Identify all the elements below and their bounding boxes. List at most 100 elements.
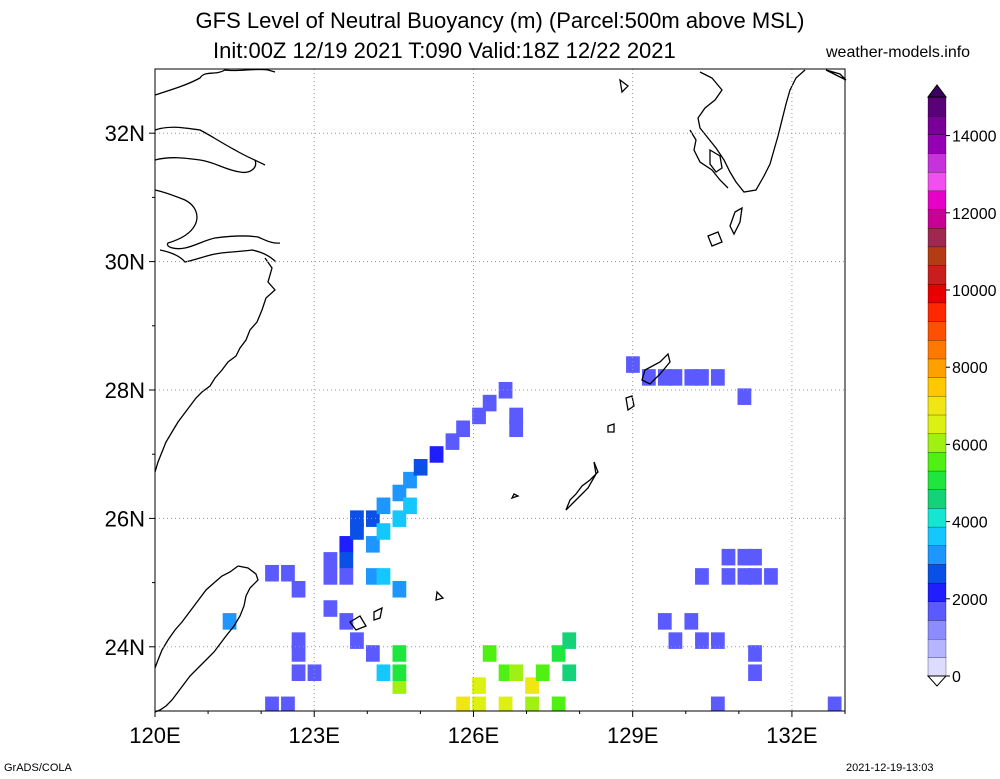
field-cell <box>472 407 486 425</box>
lon-tick-label: 129E <box>607 723 658 748</box>
colorbar-swatch <box>927 470 947 490</box>
lat-tick-label: 24N <box>105 635 145 660</box>
chart-subtitle: Init:00Z 12/19 2021 T:090 Valid:18Z 12/2… <box>213 38 676 63</box>
site-credit: weather-models.info <box>826 44 971 61</box>
colorbar-label: 6000 <box>952 437 988 454</box>
colorbar-swatch <box>927 208 947 229</box>
field-cell <box>710 632 725 649</box>
field-cell <box>350 632 364 649</box>
field-cell <box>291 664 306 682</box>
field-cell <box>403 497 417 515</box>
colorbar-swatch <box>927 358 947 378</box>
field-cell <box>376 497 391 515</box>
lat-tick-label: 32N <box>105 121 145 146</box>
field-cell <box>365 510 380 527</box>
field-cell <box>668 369 683 386</box>
field-cell <box>350 523 364 540</box>
colorbar-label: 12000 <box>952 206 997 223</box>
colorbar-swatch <box>927 507 947 528</box>
field-cell <box>668 632 683 649</box>
field-cell <box>710 369 725 386</box>
field-cell <box>307 664 322 682</box>
colorbar-swatch <box>927 582 947 602</box>
field-cell <box>456 696 470 712</box>
field-cell <box>695 568 709 585</box>
lon-tick-label: 126E <box>448 723 499 748</box>
china-coast <box>154 68 281 473</box>
field-cell <box>365 645 380 662</box>
lat-tick-label: 30N <box>105 250 145 275</box>
colorbar-min-arrow <box>926 675 948 687</box>
field-cell <box>684 369 699 386</box>
field-cell <box>721 548 736 566</box>
field-cell <box>323 568 338 585</box>
field-cell <box>498 696 513 712</box>
lon-tick-label: 120E <box>129 723 180 748</box>
field-cell <box>472 696 486 712</box>
colorbar-swatch <box>927 320 947 341</box>
field-cell <box>509 420 524 438</box>
field-cell <box>376 664 391 682</box>
field-cell <box>498 664 513 682</box>
colorbar-swatch <box>927 96 947 117</box>
field-cell <box>413 459 428 476</box>
colorbar-swatch <box>927 619 947 640</box>
colorbar-label: 8000 <box>952 360 988 377</box>
field-cell <box>827 696 842 712</box>
colorbar-max-arrow <box>927 84 947 98</box>
colorbar-swatch <box>927 433 947 453</box>
field-cell <box>748 664 762 682</box>
field-cell <box>323 600 338 617</box>
colorbar-label: 10000 <box>952 283 997 300</box>
taiwan-coast <box>154 565 259 713</box>
field-cell <box>456 420 470 438</box>
field-cell <box>509 407 524 425</box>
lon-tick-label: 123E <box>289 723 340 748</box>
axis-ticks: 120E 123E 126E 129E 132E 24N 26N 28N 30N 32N <box>105 121 846 748</box>
field-cell <box>710 696 725 712</box>
colorbar-swatch <box>927 264 947 285</box>
field-cell <box>392 580 407 598</box>
lat-tick-label: 28N <box>105 378 145 403</box>
colorbar-swatch <box>927 171 947 192</box>
colorbar-swatch <box>927 190 947 210</box>
lat-lon-grid <box>154 69 845 711</box>
field-cell <box>737 388 752 405</box>
colorbar-swatch <box>927 377 947 397</box>
field-cell <box>525 677 539 694</box>
colorbar-swatch <box>927 302 947 322</box>
field-cell <box>429 446 444 463</box>
field-cell <box>445 433 460 450</box>
field-cell <box>509 664 524 682</box>
kyushu-coast <box>689 69 806 193</box>
field-cell <box>291 632 306 649</box>
colorbar-swatch <box>927 152 947 173</box>
field-cell <box>281 564 295 582</box>
field-cell <box>684 613 699 630</box>
field-cell <box>562 664 577 682</box>
colorbar-swatch <box>927 395 947 416</box>
field-cell <box>737 568 752 585</box>
field-cell <box>764 568 778 585</box>
field-cell <box>721 568 736 585</box>
colorbar-label: 0 <box>952 669 961 686</box>
field-cell <box>365 536 380 553</box>
field-cell <box>376 568 391 585</box>
colorbar-swatch <box>927 339 947 360</box>
field-cell <box>392 664 407 682</box>
field-cell <box>323 552 338 569</box>
colorbar-swatch <box>927 638 947 658</box>
field-cell <box>265 696 279 712</box>
field-cell <box>482 394 497 412</box>
colorbar-swatch <box>927 545 947 565</box>
lat-tick-label: 26N <box>105 506 145 531</box>
field-cell <box>748 548 762 566</box>
field-cell <box>392 484 407 502</box>
field-cell <box>403 471 417 489</box>
colorbar-label: 14000 <box>952 129 997 146</box>
field-cell <box>339 568 354 585</box>
field-cell <box>291 580 306 598</box>
colorbar-swatch <box>927 414 947 434</box>
field-cell <box>281 696 295 712</box>
